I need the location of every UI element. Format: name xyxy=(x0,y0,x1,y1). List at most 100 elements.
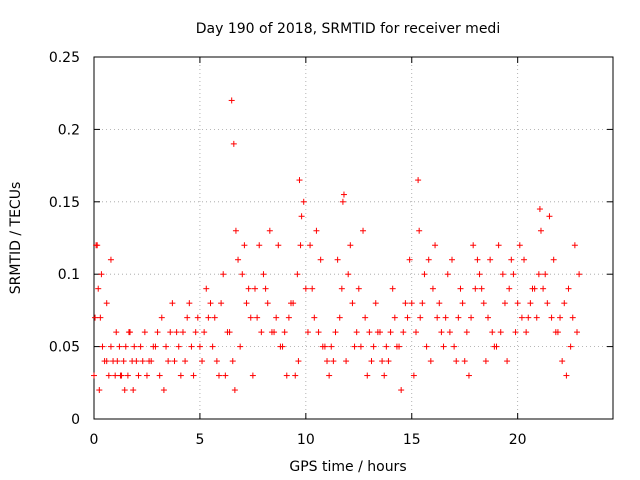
data-point xyxy=(321,343,328,350)
data-point xyxy=(438,329,445,336)
data-point xyxy=(243,300,250,307)
data-point xyxy=(550,256,557,263)
data-point xyxy=(326,372,333,379)
data-point xyxy=(419,300,426,307)
data-point xyxy=(218,300,225,307)
data-point xyxy=(415,177,422,184)
data-point xyxy=(199,358,206,365)
data-point xyxy=(478,285,485,292)
data-point xyxy=(487,256,494,263)
data-point xyxy=(120,358,127,365)
data-point xyxy=(345,271,352,278)
data-point xyxy=(404,314,411,321)
data-point xyxy=(262,285,269,292)
data-point xyxy=(121,387,128,394)
data-point xyxy=(304,329,311,336)
data-point xyxy=(349,300,356,307)
data-point xyxy=(559,358,566,365)
data-point xyxy=(224,329,231,336)
data-point xyxy=(491,343,498,350)
data-points xyxy=(91,97,583,394)
data-point xyxy=(514,300,521,307)
data-point xyxy=(548,314,555,321)
data-point xyxy=(297,242,304,249)
data-point xyxy=(446,329,453,336)
data-point xyxy=(472,285,479,292)
data-point xyxy=(573,329,580,336)
data-point xyxy=(207,300,214,307)
data-point xyxy=(527,300,534,307)
data-point xyxy=(203,285,210,292)
data-point xyxy=(455,314,462,321)
data-point xyxy=(114,358,121,365)
data-point xyxy=(165,358,172,365)
data-point xyxy=(410,372,417,379)
data-point xyxy=(499,271,506,278)
data-point xyxy=(417,314,424,321)
data-point xyxy=(97,314,104,321)
data-point xyxy=(391,314,398,321)
data-point xyxy=(163,343,170,350)
data-point xyxy=(256,242,263,249)
data-point xyxy=(309,285,316,292)
data-point xyxy=(251,285,258,292)
data-point xyxy=(457,285,464,292)
data-point xyxy=(139,358,146,365)
data-point xyxy=(258,329,265,336)
data-point xyxy=(355,285,362,292)
data-point xyxy=(317,256,324,263)
data-point xyxy=(235,256,242,263)
y-tick-label: 0.05 xyxy=(49,340,80,356)
data-point xyxy=(175,343,182,350)
data-point xyxy=(557,314,564,321)
data-point xyxy=(247,314,254,321)
data-point xyxy=(103,300,110,307)
data-point xyxy=(260,271,267,278)
data-point xyxy=(508,256,515,263)
data-point xyxy=(135,372,142,379)
data-point xyxy=(266,227,273,234)
data-point xyxy=(453,358,460,365)
y-tick-label: 0.15 xyxy=(49,195,80,211)
data-point xyxy=(209,343,216,350)
data-point xyxy=(402,300,409,307)
data-point xyxy=(434,314,441,321)
data-point xyxy=(461,358,468,365)
data-point xyxy=(429,285,436,292)
x-tick-label: 20 xyxy=(509,432,527,448)
data-point xyxy=(440,343,447,350)
data-point xyxy=(385,358,392,365)
data-point xyxy=(343,358,350,365)
data-point xyxy=(540,285,547,292)
data-point xyxy=(497,329,504,336)
data-point xyxy=(122,343,129,350)
data-point xyxy=(99,343,106,350)
data-point xyxy=(357,343,364,350)
data-point xyxy=(98,271,105,278)
data-point xyxy=(512,329,519,336)
data-point xyxy=(544,300,551,307)
data-point xyxy=(254,314,261,321)
data-point xyxy=(131,343,138,350)
data-point xyxy=(315,329,322,336)
data-point xyxy=(152,343,159,350)
data-point xyxy=(285,314,292,321)
data-point xyxy=(96,387,103,394)
data-point xyxy=(171,358,178,365)
data-point xyxy=(353,329,360,336)
data-point xyxy=(340,191,347,198)
data-point xyxy=(370,343,377,350)
data-point xyxy=(92,314,99,321)
data-point xyxy=(474,256,481,263)
data-point xyxy=(571,242,578,249)
data-point xyxy=(281,329,288,336)
data-point xyxy=(307,242,314,249)
data-point xyxy=(241,242,248,249)
data-point xyxy=(330,358,337,365)
data-point xyxy=(485,314,492,321)
data-point xyxy=(465,372,472,379)
data-point xyxy=(124,372,131,379)
data-point xyxy=(537,227,544,234)
data-point xyxy=(105,372,112,379)
data-point xyxy=(196,343,203,350)
